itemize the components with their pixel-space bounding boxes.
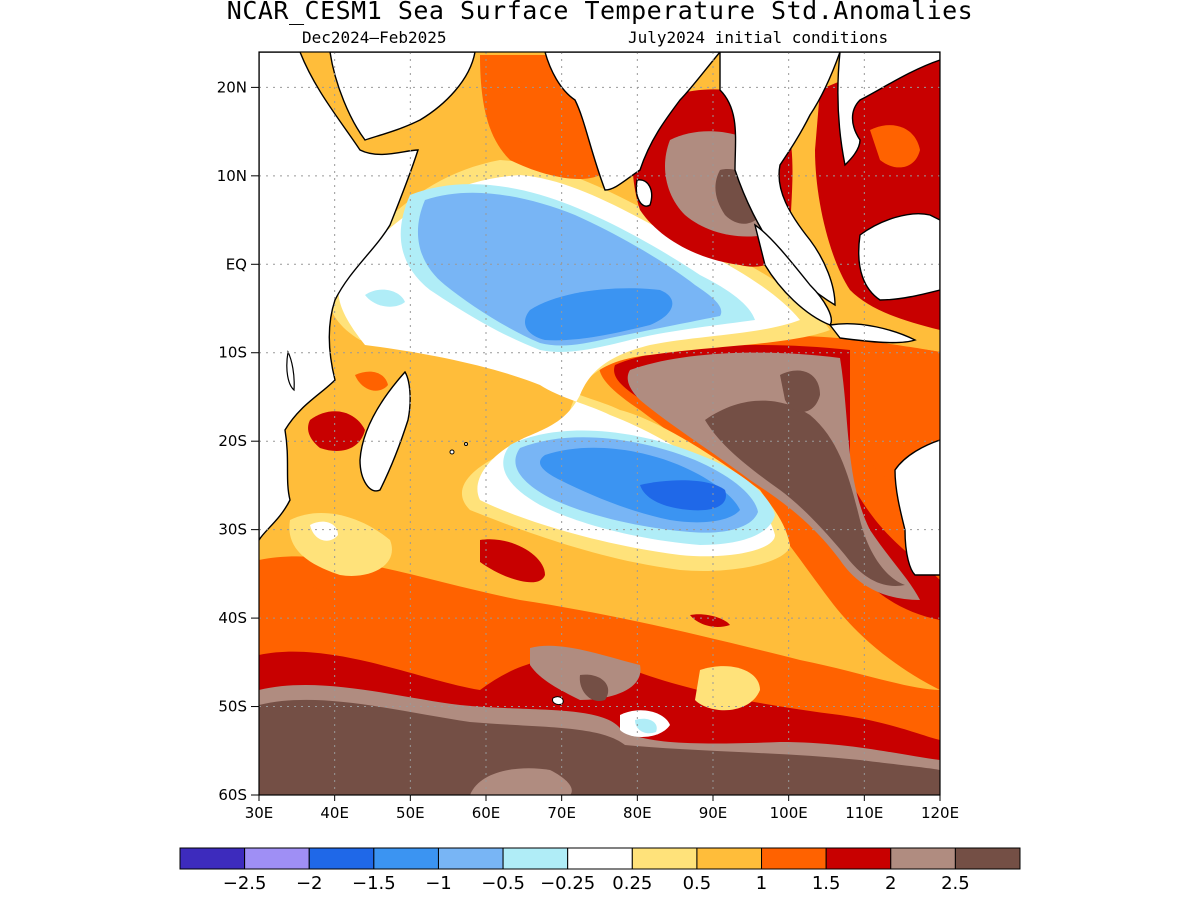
colorbar-swatch [179,847,246,870]
lat-tick-label: EQ [226,255,247,273]
colorbar-label: 1 [756,873,767,894]
patch-red-west [480,539,545,583]
sw-white [310,521,338,541]
patch-brown-crozet [579,674,609,701]
lon-tick-label: 50E [396,804,425,822]
anomaly-field [259,52,940,795]
sw-orange [259,579,350,627]
lat-tick-label: 10N [217,167,247,185]
land-borneo [858,213,940,301]
lon-tick-label: 110E [845,804,883,822]
lon-tick-label: 100E [770,804,808,822]
map-frame [258,51,941,796]
season-label: Dec2024–Feb2025 [302,28,447,47]
colorbar-label: 1.5 [812,873,841,894]
land-southeast-asia [719,52,841,307]
lat-tick-label: 40S [218,609,247,627]
lon-tick-label: 120E [921,804,959,822]
colorbar-swatch [761,847,827,870]
colorbar-label: 0.25 [612,873,652,894]
land-java [828,322,917,344]
lat-tick-label: 50S [218,698,247,716]
colorbar-label: −2 [296,873,323,894]
colorbar-swatch [308,847,375,870]
mozambique-orange [355,371,388,391]
colorbar-swatch [631,847,698,870]
gridlines [259,52,940,795]
colorbar-swatch [825,847,892,870]
cool-patch-west [365,289,405,307]
colorbar-label: 2.5 [941,873,970,894]
longitude-axis: 30E 40E 50E 60E 70E 80E 90E 100E 110E 120E [245,795,959,822]
colorbar-label: 0.5 [683,873,712,894]
init-conditions-label: July2024 initial conditions [628,28,889,47]
land-sumatra [753,223,832,326]
arabian-core [500,87,586,151]
land-indochina [837,52,940,167]
land-india [544,52,721,191]
lat-tick-label: 20S [218,432,247,450]
cool-core-north [525,288,673,341]
colorbar-swatch [437,847,504,870]
colorbar-label: −0.25 [540,873,595,894]
colorbar-swatch [696,847,763,870]
land-arabia [329,52,476,141]
band-southern-brown [259,699,940,795]
land-mauritius [449,449,455,455]
cool-core-south-min [640,480,726,511]
colorbar-swatch [502,847,569,870]
colorbar-label: −1 [425,873,452,894]
patch-light-south [695,666,760,711]
colorbar-label: −0.5 [481,873,525,894]
scs-orange-patch [870,125,920,168]
land-rodrigues [464,442,468,446]
land-africa [259,52,419,542]
lat-tick-label: 20N [217,78,247,96]
lon-tick-label: 70E [547,804,576,822]
colorbar-swatch [373,847,439,870]
colorbar-swatch [954,847,1021,870]
colorbar-swatch [244,847,310,870]
chart-title: NCAR_CESM1 Sea Surface Temperature Std.A… [226,0,974,25]
lat-tick-label: 10S [218,344,247,362]
colorbar-swatch [567,847,633,870]
lon-tick-label: 30E [245,804,274,822]
land-africa-coast-east [286,350,295,392]
lon-tick-label: 90E [699,804,728,822]
patch-red-south [690,614,730,627]
colorbar-label: −2.5 [223,873,267,894]
tongue-brown [705,400,905,586]
colorbar-label: 2 [885,873,896,894]
lat-tick-label: 60S [218,786,247,804]
land-madagascar [359,370,411,492]
latitude-axis: 20N 10N EQ 10S 20S 30S 40S 50S 60S [217,78,259,804]
lon-tick-label: 60E [472,804,501,822]
lon-tick-label: 40E [320,804,349,822]
patch-taupe-south [470,768,572,795]
colorbar: −2.5 −2 −1.5 −1 −0.5 −0.25 0.25 0.5 1 1.5 2 2.5 [179,847,1021,894]
colorbar-swatch [890,847,956,870]
land-australia [894,439,940,576]
patch-taupe-crozet [530,645,641,700]
lon-tick-label: 80E [623,804,652,822]
colorbar-label: −1.5 [352,873,396,894]
east-orange [850,347,940,480]
patch-cyan-south [635,718,657,734]
patch-brown-north [780,370,820,412]
lat-tick-label: 30S [218,521,247,539]
